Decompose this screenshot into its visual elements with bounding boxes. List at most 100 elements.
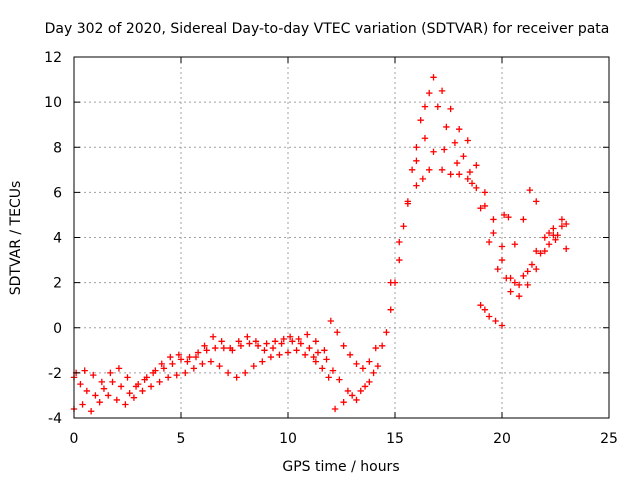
data-point xyxy=(372,344,379,352)
series-track-f xyxy=(387,135,566,300)
data-point xyxy=(473,162,480,169)
data-point xyxy=(100,385,108,392)
y-tick-label: 10 xyxy=(44,95,62,111)
data-point xyxy=(235,338,242,345)
data-point xyxy=(83,387,91,395)
data-point xyxy=(498,243,506,250)
data-point xyxy=(528,261,536,268)
data-point xyxy=(295,335,302,343)
y-tick-label: 0 xyxy=(53,321,62,337)
data-point xyxy=(250,362,257,370)
data-point xyxy=(218,338,225,345)
data-point xyxy=(426,166,433,174)
data-point xyxy=(158,360,165,368)
data-point xyxy=(192,353,200,361)
data-point xyxy=(460,153,467,160)
data-point xyxy=(466,168,474,176)
data-point xyxy=(447,105,454,113)
data-point xyxy=(139,387,146,395)
data-point xyxy=(186,353,193,361)
data-point xyxy=(90,371,97,379)
data-point xyxy=(173,371,180,379)
data-point xyxy=(314,349,322,356)
chart-title: Day 302 of 2020, Sidereal Day-to-day VTE… xyxy=(45,21,610,37)
data-point xyxy=(464,137,471,144)
data-point xyxy=(124,374,131,381)
data-point xyxy=(278,340,285,347)
data-point xyxy=(396,238,403,246)
data-point xyxy=(361,383,369,390)
data-point xyxy=(184,358,191,365)
data-point xyxy=(109,378,116,386)
data-point xyxy=(464,175,471,183)
data-point xyxy=(374,362,382,370)
data-point xyxy=(492,317,499,325)
data-point xyxy=(289,338,296,345)
y-tick-label: 2 xyxy=(53,276,62,292)
data-point xyxy=(340,342,347,349)
data-point xyxy=(297,340,305,347)
data-point xyxy=(400,223,407,230)
data-point xyxy=(421,135,429,142)
x-tick-label: 25 xyxy=(600,431,618,447)
data-point xyxy=(387,306,394,313)
data-point xyxy=(383,329,390,336)
data-point xyxy=(209,333,217,340)
data-point xyxy=(498,256,506,264)
data-point xyxy=(190,365,198,372)
data-point xyxy=(312,338,320,345)
data-point xyxy=(515,292,523,300)
data-point xyxy=(284,349,292,356)
axis-ticks: 0 5 10 15 20 25 -4 -2 0 2 4 6 8 10 12 xyxy=(44,50,618,447)
data-point xyxy=(485,238,493,246)
data-point xyxy=(169,360,176,368)
data-point xyxy=(563,245,570,252)
data-point xyxy=(533,265,540,273)
data-point xyxy=(346,351,354,359)
data-point xyxy=(261,347,268,354)
data-point xyxy=(207,358,215,365)
data-point xyxy=(481,306,489,313)
data-point xyxy=(359,365,367,372)
x-tick-label: 0 xyxy=(70,431,79,447)
x-tick-label: 10 xyxy=(279,431,297,447)
data-point xyxy=(468,180,476,187)
data-point xyxy=(156,378,163,386)
data-point xyxy=(477,204,484,212)
data-point xyxy=(242,369,249,377)
data-point xyxy=(319,365,326,372)
data-point xyxy=(321,347,328,354)
data-point xyxy=(224,369,232,377)
data-point xyxy=(485,313,493,320)
data-point xyxy=(456,126,463,133)
data-point xyxy=(79,401,86,408)
data-point xyxy=(92,392,99,399)
data-point xyxy=(203,347,210,354)
y-tick-label: 6 xyxy=(53,185,62,201)
data-point xyxy=(252,338,260,345)
data-point xyxy=(404,198,412,205)
x-tick-label: 5 xyxy=(177,431,186,447)
data-point xyxy=(526,186,534,194)
data-point xyxy=(481,189,489,196)
data-point xyxy=(490,216,497,223)
data-point xyxy=(349,392,356,399)
data-point xyxy=(447,171,454,178)
data-point xyxy=(269,344,277,352)
data-point xyxy=(421,103,429,110)
data-point xyxy=(511,241,519,248)
data-point xyxy=(306,344,313,352)
x-tick-label: 20 xyxy=(493,431,511,447)
data-point xyxy=(344,387,352,395)
data-point xyxy=(212,344,219,352)
data-point xyxy=(105,392,112,399)
data-point xyxy=(276,351,283,359)
data-point xyxy=(353,396,360,404)
data-point xyxy=(451,139,459,146)
data-point xyxy=(331,405,339,413)
series-scattered xyxy=(312,146,570,381)
data-point xyxy=(132,383,140,390)
data-point xyxy=(160,365,168,372)
data-point xyxy=(417,116,424,124)
